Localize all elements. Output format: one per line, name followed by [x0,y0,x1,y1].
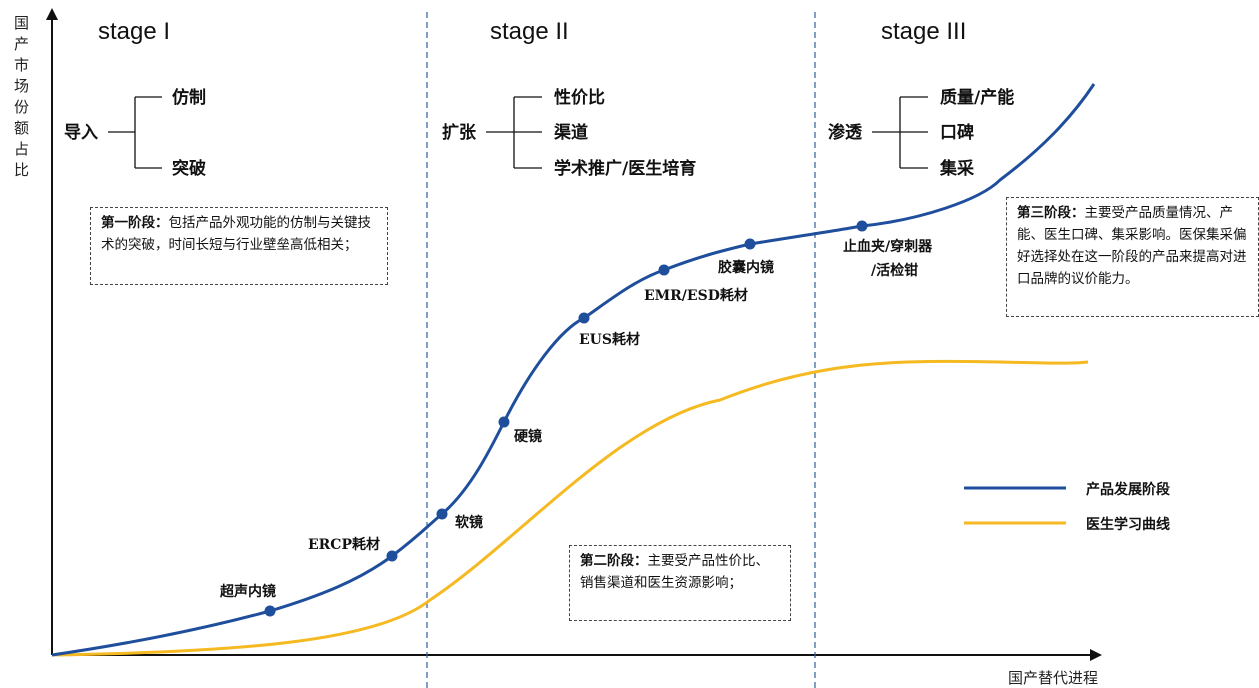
y-axis-label-char: 份 [14,98,29,116]
doctor-learning-curve [51,359,1089,657]
curve-point-label: 软镜 [455,514,483,531]
curve-point-label: 超声内镜 [219,583,276,600]
curve-point-label: ERCP耗材 [308,536,380,553]
stage-2-title: stage II [490,18,569,45]
stage-3-note: 第三阶段：主要受产品质量情况、产能、医生口碑、集采影响。医保集采偏好选择处在这一… [1006,197,1259,317]
stage-1-note: 第一阶段：包括产品外观功能的仿制与关键技术的突破，时间长短与行业壁垒高低相关； [90,207,388,285]
stage-3-note-head: 第三阶段： [1017,205,1085,221]
y-axis-label-char: 比 [14,161,29,179]
curve-point-label: 硬镜 [514,428,542,445]
stage-1-note-body: 包括产品外观功能的仿制与关键技术的突破，时间长短与行业壁垒高低相关； [101,215,371,253]
stage-1-root: 导入 [64,123,98,143]
stage-3-root: 渗透 [828,122,863,143]
stage-2-note: 第二阶段：主要受产品性价比、销售渠道和医生资源影响； [569,545,791,621]
curve-point-marker [856,220,868,232]
stage-1-branch-1: 仿制 [172,87,206,108]
legend-product-stage-label: 产品发展阶段 [1086,481,1170,498]
stage-3-branch-1: 质量/产能 [940,87,1014,108]
curve-point-marker [578,312,590,324]
curve-point-label: EUS耗材 [579,331,640,348]
y-axis-label-char: 市 [14,56,29,74]
curve-point-marker [498,416,510,428]
curve-point-marker [264,605,276,617]
x-axis-arrow [1090,649,1102,661]
stage-1-tree [108,96,162,169]
y-axis-label-char: 额 [14,119,29,137]
stage-3-branch-2: 口碑 [940,122,974,143]
stage-1-branch-2: 突破 [172,158,206,179]
legend-learning-curve-label: 医生学习曲线 [1086,516,1170,533]
curve-point-marker [658,264,670,276]
stage-3-title: stage III [881,18,966,45]
y-axis-label-char: 场 [14,77,29,95]
stage-3-note-body: 主要受产品质量情况、产能、医生口碑、集采影响。医保集采偏好选择处在这一阶段的产品… [1017,205,1247,287]
stage-2-branch-3: 学术推广/医生培育 [554,158,696,179]
stage-2-branch-2: 渠道 [553,122,588,143]
y-axis-label-char: 国 [14,14,29,32]
stage-3-tree [872,96,928,169]
y-axis-arrow [46,8,58,20]
stage-2-root: 扩张 [442,122,477,143]
stage-1-title: stage I [98,18,170,45]
curve-point-label: 止血夹/穿刺器 [843,238,933,255]
stage-2-branch-1: 性价比 [554,87,605,108]
curve-point-marker [436,508,448,520]
curve-point-label: 胶囊内镜 [718,259,774,276]
curve-point-marker [386,550,398,562]
stage-2-note-head: 第二阶段： [580,553,648,569]
curve-point-label: /活检钳 [871,262,918,279]
stage-2-tree [486,96,542,169]
stage-3-branch-3: 集采 [939,158,974,179]
stage-1-note-head: 第一阶段： [101,215,169,231]
curve-point-label: EMR/ESD耗材 [644,287,748,304]
y-axis-label-char: 产 [14,35,29,53]
y-axis-label-char: 占 [14,140,29,158]
stage-2-note-body: 主要受产品性价比、销售渠道和医生资源影响； [580,553,769,591]
x-axis-label: 国产替代进程 [1008,669,1098,687]
curve-point-marker [744,238,756,250]
